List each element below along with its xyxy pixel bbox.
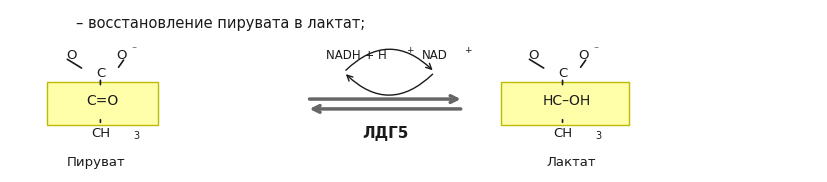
FancyBboxPatch shape xyxy=(46,82,158,125)
Text: +: + xyxy=(463,46,471,55)
Text: CH: CH xyxy=(552,127,571,140)
Text: ЛДГ5: ЛДГ5 xyxy=(361,126,408,141)
Text: NAD: NAD xyxy=(421,49,447,62)
Text: C=O: C=O xyxy=(86,94,118,108)
FancyBboxPatch shape xyxy=(500,82,628,125)
Text: O: O xyxy=(577,49,588,62)
Text: Лактат: Лактат xyxy=(545,156,595,169)
Text: Пируват: Пируват xyxy=(67,156,126,169)
Text: 3: 3 xyxy=(595,131,600,141)
Text: C: C xyxy=(96,67,105,80)
Text: ⁻: ⁻ xyxy=(592,46,597,56)
Text: HC–OH: HC–OH xyxy=(542,94,590,108)
Text: O: O xyxy=(66,49,77,62)
Text: C: C xyxy=(557,67,566,80)
Text: +: + xyxy=(405,46,414,55)
Text: ⁻: ⁻ xyxy=(131,46,136,56)
Text: CH: CH xyxy=(91,127,110,140)
Text: NADH + H: NADH + H xyxy=(326,49,386,62)
Text: – восстановление пирувата в лактат;: – восстановление пирувата в лактат; xyxy=(75,16,365,31)
Text: O: O xyxy=(528,49,538,62)
Text: 3: 3 xyxy=(132,131,139,141)
Text: O: O xyxy=(116,49,127,62)
